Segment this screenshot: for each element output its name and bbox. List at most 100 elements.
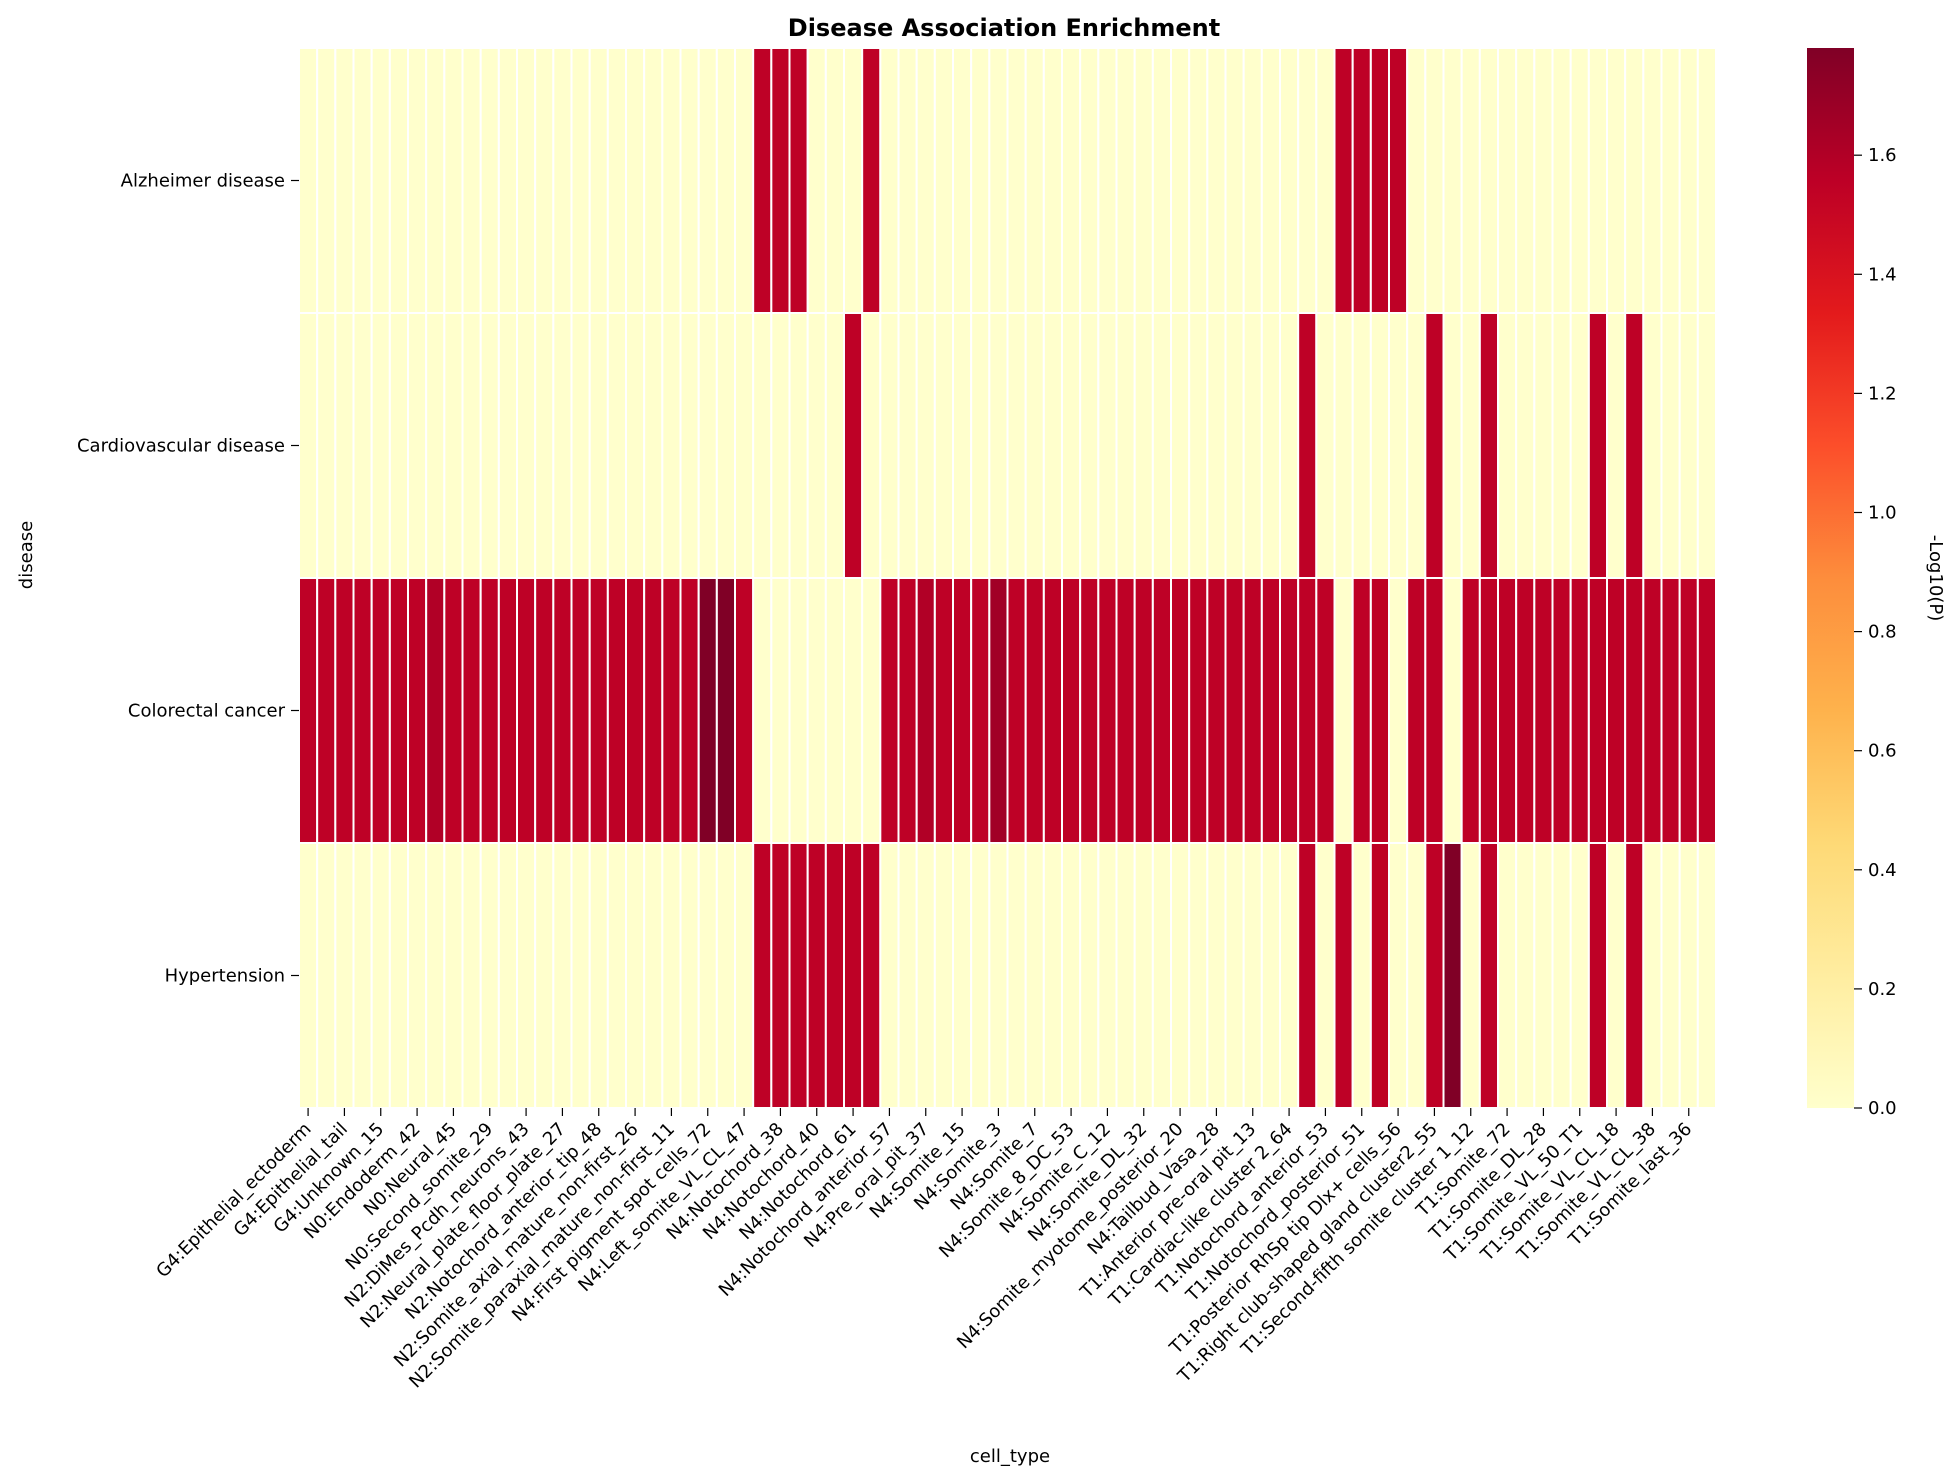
heatmap-cell: [788, 842, 809, 1109]
heatmap-cell: [425, 842, 446, 1109]
heatmap-cell: [1151, 842, 1172, 1109]
heatmap-cell: [1315, 577, 1336, 844]
heatmap-cell: [1206, 842, 1227, 1109]
heatmap-cell: [1424, 312, 1445, 579]
heatmap-cell: [1624, 312, 1645, 579]
heatmap-cell: [1224, 842, 1245, 1109]
heatmap-cell: [352, 312, 373, 579]
heatmap-cell: [1424, 577, 1445, 844]
heatmap-cell: [388, 312, 409, 579]
heatmap-cell: [1133, 47, 1154, 314]
heatmap-cell: [697, 842, 718, 1109]
heatmap-cell: [1388, 842, 1409, 1109]
heatmap-cell: [497, 47, 518, 314]
heatmap-cell: [1660, 577, 1681, 844]
heatmap-cell: [1151, 47, 1172, 314]
heatmap-cell: [1351, 577, 1372, 844]
heatmap-cell: [479, 842, 500, 1109]
heatmap-cell: [1660, 312, 1681, 579]
heatmap-cell: [1188, 842, 1209, 1109]
heatmap-cell: [516, 577, 537, 844]
heatmap-cell: [1315, 842, 1336, 1109]
heatmap-cell: [534, 842, 555, 1109]
heatmap-cell: [1333, 577, 1354, 844]
heatmap-cell: [552, 842, 573, 1109]
heatmap-cell: [1279, 842, 1300, 1109]
heatmap-cell: [479, 312, 500, 579]
heatmap-cell: [1188, 312, 1209, 579]
heatmap-cell: [1533, 47, 1554, 314]
heatmap-cell: [1497, 312, 1518, 579]
heatmap-cell: [625, 312, 646, 579]
heatmap-cell: [370, 842, 391, 1109]
heatmap-cell: [425, 577, 446, 844]
heatmap-cell: [1333, 842, 1354, 1109]
colorbar-tick-label: 0.8: [1868, 622, 1897, 643]
heatmap-cell: [988, 577, 1009, 844]
heatmap-cell: [1297, 577, 1318, 844]
heatmap-cell: [497, 577, 518, 844]
heatmap-cell: [770, 312, 791, 579]
heatmap-cell: [1115, 577, 1136, 844]
heatmap-cell: [1606, 577, 1627, 844]
heatmap-cell: [1170, 312, 1191, 579]
heatmap-cell: [861, 47, 882, 314]
heatmap-cell: [1242, 312, 1263, 579]
heatmap-cell: [1406, 312, 1427, 579]
heatmap-cell: [861, 312, 882, 579]
heatmap-cell: [734, 842, 755, 1109]
heatmap-cell: [1696, 842, 1717, 1109]
heatmap-cell: [1279, 312, 1300, 579]
heatmap-cell: [1333, 47, 1354, 314]
heatmap-cell: [879, 577, 900, 844]
heatmap-cell: [1460, 312, 1481, 579]
colorbar-tick-label: 0.6: [1868, 741, 1897, 762]
chart-title: Disease Association Enrichment: [788, 14, 1220, 42]
heatmap-cell: [1442, 312, 1463, 579]
heatmap-cell: [1260, 842, 1281, 1109]
heatmap-cell: [497, 842, 518, 1109]
heatmap-cell: [715, 312, 737, 579]
heatmap-cell: [970, 577, 991, 844]
heatmap-cell: [316, 47, 337, 314]
heatmap-cell: [461, 312, 482, 579]
heatmap-cell: [407, 842, 428, 1109]
heatmap-cell: [824, 312, 846, 579]
heatmap-cell: [1170, 842, 1191, 1109]
heatmap-cell: [1478, 842, 1499, 1109]
heatmap-cell: [570, 577, 591, 844]
heatmap-cell: [1642, 47, 1663, 314]
heatmap-cell: [1642, 577, 1663, 844]
heatmap-cell: [425, 47, 446, 314]
heatmap-cell: [1279, 47, 1300, 314]
heatmap-cell: [970, 312, 991, 579]
heatmap-cell: [1696, 312, 1717, 579]
heatmap-cell: [1587, 577, 1608, 844]
heatmap-cell: [1442, 577, 1463, 844]
heatmap-cell: [1497, 577, 1518, 844]
heatmap-cell: [879, 842, 900, 1109]
heatmap-cell: [1006, 842, 1027, 1109]
heatmap-cell: [679, 842, 700, 1109]
heatmap-cell: [1678, 842, 1699, 1109]
heatmap-cell: [1097, 842, 1118, 1109]
heatmap-cell: [643, 312, 664, 579]
heatmap-cell: [606, 47, 628, 314]
heatmap-cell: [334, 312, 355, 579]
heatmap-cell: [843, 577, 864, 844]
heatmap-cell: [1406, 842, 1427, 1109]
heatmap-cell: [625, 577, 646, 844]
heatmap-cell: [1515, 577, 1536, 844]
heatmap-cell: [734, 577, 755, 844]
heatmap-cell: [1642, 312, 1663, 579]
heatmap-cell: [715, 577, 737, 844]
heatmap-cell: [897, 577, 918, 844]
heatmap-cell: [1097, 47, 1118, 314]
heatmap-cell: [788, 577, 809, 844]
colorbar-label: -Log10(P): [1925, 535, 1946, 621]
heatmap-cell: [461, 577, 482, 844]
heatmap-cell: [770, 47, 791, 314]
colorbar-tick-label: 0.4: [1868, 860, 1897, 881]
heatmap-cell: [970, 47, 991, 314]
heatmap-cell: [1369, 577, 1390, 844]
